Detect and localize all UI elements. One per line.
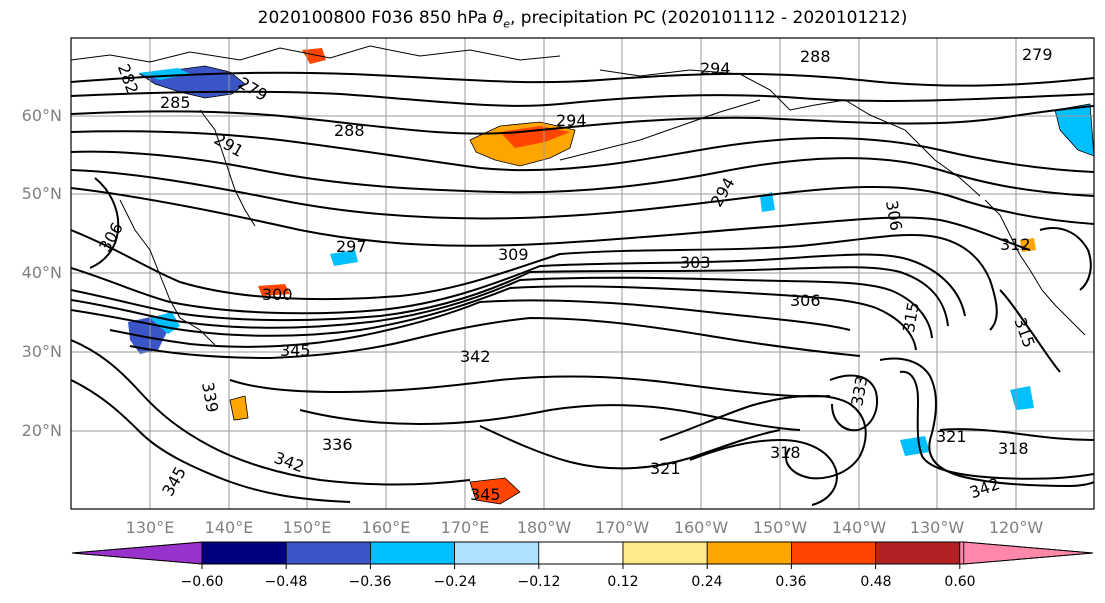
lon-label-140w: 140°W (831, 518, 887, 537)
coastline-aleutians (559, 99, 761, 161)
contour-label: 336 (322, 435, 353, 454)
contour-label: 300 (262, 285, 293, 304)
lon-label-150e: 150°E (282, 518, 332, 537)
lat-label-40n: 40°N (21, 263, 62, 282)
precip-patch-cyan-sw (900, 436, 930, 456)
contour-label: 321 (650, 459, 681, 478)
theta-e-contours (71, 71, 1094, 506)
precip-patch-red-top (302, 48, 326, 64)
coastline-siberia (71, 45, 561, 63)
contour-label: 321 (936, 427, 967, 446)
lat-label-50n: 50°N (21, 184, 62, 203)
contour-label: 285 (160, 93, 191, 112)
colorbar-segment (622, 541, 708, 565)
coastline-na-west (984, 199, 1086, 336)
colorbar-tick-label: 0.48 (860, 574, 892, 590)
colorbar-segment (538, 541, 624, 565)
lon-label-120w: 120°W (988, 518, 1044, 537)
contour-label: 306 (790, 291, 821, 310)
contour-label: 318 (770, 443, 801, 462)
contour-label: 345 (280, 341, 311, 360)
lon-label-160w: 160°W (673, 518, 729, 537)
precip-patch-red-japan (258, 284, 290, 296)
precip-patch-cyan-mid (330, 250, 358, 266)
contour-label: 303 (680, 253, 711, 272)
precip-patch-orange-sw (229, 395, 249, 421)
colorbar (71, 541, 1094, 569)
contour-label: 294 (700, 59, 731, 78)
colorbar-tick-label: −0.36 (348, 574, 392, 590)
colorbar-tick-label: −0.24 (433, 574, 477, 590)
colorbar-ticks (201, 564, 961, 569)
lon-label-170e: 170°E (440, 518, 490, 537)
lon-label-130e: 130°E (125, 518, 175, 537)
lat-label-30n: 30°N (21, 342, 62, 361)
coastlines (71, 45, 1086, 346)
colorbar-segment (791, 541, 877, 565)
colorbar-tick-label: −0.48 (264, 574, 308, 590)
contour-label: 345 (470, 485, 501, 504)
contour-label: 288 (334, 121, 365, 140)
precip-patch-cyan-east (760, 192, 775, 212)
contour-label: 288 (800, 47, 831, 66)
contour-label: 297 (336, 237, 367, 256)
colorbar-segment (201, 541, 287, 565)
lon-label-160e: 160°E (361, 518, 411, 537)
colorbar-segment (454, 541, 540, 565)
colorbar-extend-low (71, 541, 203, 565)
figure-title: 2020100800 F036 850 hPa θe, precipitatio… (257, 8, 908, 31)
coastline-alaska (599, 69, 981, 197)
colorbar-segment (875, 541, 961, 565)
colorbar-extend-high (963, 541, 1094, 565)
coastline-japan (119, 199, 216, 346)
lat-label-60n: 60°N (21, 106, 62, 125)
map-plot-area: 282 279 285 291 288 294 294 294 288 279 … (71, 38, 1094, 509)
lon-label-140e: 140°E (204, 518, 254, 537)
contour-label: 279 (1022, 45, 1053, 64)
colorbar-tick-label: 0.36 (775, 574, 807, 590)
contour-label: 318 (998, 439, 1029, 458)
contour-label: 312 (1000, 235, 1031, 254)
precip-patch-orange-south (469, 477, 521, 505)
colorbar-tick-label: 0.24 (691, 574, 723, 590)
contour-label: 309 (498, 245, 529, 264)
contour-label: 294 (556, 111, 587, 130)
map-frame (70, 37, 1095, 510)
colorbar-segment (285, 541, 371, 565)
colorbar-tick-label: −0.60 (180, 574, 224, 590)
lon-label-150w: 150°W (752, 518, 808, 537)
lon-label-130w: 130°W (909, 518, 965, 537)
colorbar-tick-label: −0.12 (517, 574, 561, 590)
colorbar-segment (959, 541, 965, 565)
colorbar-tick-label: 0.60 (944, 574, 976, 590)
colorbar-tick-label: 0.12 (607, 574, 639, 590)
contour-label: 342 (460, 347, 491, 366)
precip-patch-cyan-nw-coast (1054, 103, 1094, 157)
lon-label-170w: 170°W (594, 518, 650, 537)
lon-label-180w: 180°W (516, 518, 572, 537)
coastline-kamchatka (199, 109, 256, 227)
lat-label-20n: 20°N (21, 421, 62, 440)
colorbar-segment (369, 541, 455, 565)
colorbar-segment (706, 541, 792, 565)
